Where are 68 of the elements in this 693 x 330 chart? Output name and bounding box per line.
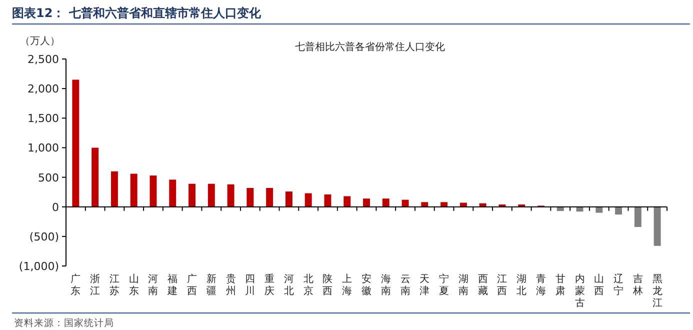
bar xyxy=(130,174,138,207)
x-tick-label: 甘肃 xyxy=(555,273,566,297)
bar xyxy=(266,188,274,207)
x-tick-label: 内蒙古 xyxy=(574,273,585,309)
bar xyxy=(285,191,292,207)
bar xyxy=(92,148,99,207)
x-tick-label: 海南 xyxy=(380,273,391,297)
chart-subtitle: 七普相比六普各省份常住人口变化 xyxy=(295,41,445,53)
bar xyxy=(460,202,467,207)
x-tick-label: 青海 xyxy=(536,273,546,297)
x-tick-label: 江西 xyxy=(497,273,508,297)
x-tick-label: 安徽 xyxy=(362,273,372,297)
bar xyxy=(150,176,157,207)
bar xyxy=(615,206,622,215)
bar xyxy=(72,80,80,207)
x-tick-label: 福建 xyxy=(166,273,178,297)
y-tick-label: 1,500 xyxy=(28,112,59,126)
x-tick-label: 河南 xyxy=(148,273,158,297)
bar xyxy=(344,196,351,207)
y-axis-title: （万人） xyxy=(20,36,60,47)
x-tick-label: 陕西 xyxy=(322,273,333,297)
x-tick-label: 湖北 xyxy=(516,273,527,297)
y-tick-label: 500 xyxy=(38,171,59,184)
x-tick-label: 浙江 xyxy=(90,273,100,297)
bar xyxy=(188,184,196,207)
x-tick-label: 北京 xyxy=(303,273,314,297)
bar xyxy=(634,206,642,227)
bar xyxy=(654,206,661,246)
y-tick-label: (500) xyxy=(29,230,59,244)
bar xyxy=(169,180,176,207)
bar xyxy=(304,193,312,207)
x-tick-label: 辽宁 xyxy=(614,273,624,297)
x-tick-label: 天津 xyxy=(420,274,430,297)
bar xyxy=(227,184,234,207)
bar xyxy=(324,194,332,207)
x-tick-label: 吉林 xyxy=(632,273,643,297)
x-tick-label: 广东 xyxy=(70,273,81,297)
x-tick-label: 山西 xyxy=(594,273,604,297)
bar xyxy=(596,206,603,213)
x-tick-label: 宁夏 xyxy=(439,273,450,297)
bar xyxy=(440,202,448,207)
bar xyxy=(363,198,370,207)
y-tick-label: 2,500 xyxy=(28,53,59,66)
x-tick-label: 西藏 xyxy=(478,274,488,297)
bar xyxy=(421,202,428,207)
bar xyxy=(246,188,254,207)
y-tick-label: 0 xyxy=(52,200,59,214)
bar xyxy=(208,184,215,207)
x-tick-label: 重庆 xyxy=(264,273,275,297)
bar xyxy=(110,171,118,207)
x-tick-label: 上海 xyxy=(342,273,352,297)
bar xyxy=(402,200,409,207)
x-tick-label: 云南 xyxy=(400,274,410,297)
x-tick-label: 广西 xyxy=(187,273,198,297)
chart-title: 图表12： 七普和六普省和直辖市常住人口变化 xyxy=(12,6,262,20)
bar xyxy=(382,198,390,207)
x-tick-label: 黑龙江 xyxy=(652,274,662,309)
x-tick-label: 新疆 xyxy=(206,273,216,297)
x-tick-label: 贵州 xyxy=(226,273,236,297)
x-tick-label: 四川 xyxy=(245,274,256,297)
text: 资料来源：国家统计局 xyxy=(14,317,114,329)
y-tick-label: 2,000 xyxy=(28,82,59,96)
x-tick-label: 湖南 xyxy=(458,273,468,297)
x-tick-label: 山东 xyxy=(128,273,139,297)
x-tick-label: 江苏 xyxy=(109,273,120,297)
y-tick-label: (1,000) xyxy=(18,260,59,273)
y-tick-label: 1,000 xyxy=(28,142,59,155)
x-tick-label: 河北 xyxy=(284,273,294,297)
